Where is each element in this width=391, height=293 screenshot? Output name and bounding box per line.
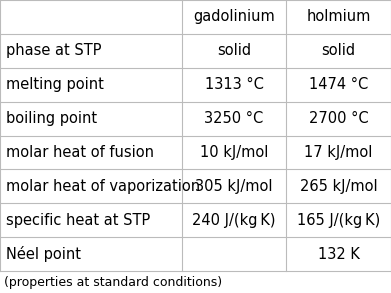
Text: 165 J/(kg K): 165 J/(kg K) [297, 213, 380, 228]
Text: 305 kJ/mol: 305 kJ/mol [195, 179, 273, 194]
Text: 2700 °C: 2700 °C [309, 111, 368, 126]
Text: holmium: holmium [307, 9, 371, 24]
Text: melting point: melting point [6, 77, 104, 92]
Text: 17 kJ/mol: 17 kJ/mol [305, 145, 373, 160]
Text: 132 K: 132 K [317, 247, 360, 262]
Text: molar heat of vaporization: molar heat of vaporization [6, 179, 200, 194]
Text: 240 J/(kg K): 240 J/(kg K) [192, 213, 276, 228]
Text: boiling point: boiling point [6, 111, 97, 126]
Text: 1474 °C: 1474 °C [309, 77, 368, 92]
Text: phase at STP: phase at STP [6, 43, 101, 58]
Text: 3250 °C: 3250 °C [204, 111, 264, 126]
Text: solid: solid [217, 43, 251, 58]
Text: 1313 °C: 1313 °C [204, 77, 264, 92]
Text: gadolinium: gadolinium [193, 9, 275, 24]
Text: Néel point: Néel point [6, 246, 81, 262]
Text: molar heat of fusion: molar heat of fusion [6, 145, 154, 160]
Text: 265 kJ/mol: 265 kJ/mol [300, 179, 377, 194]
Text: 10 kJ/mol: 10 kJ/mol [200, 145, 268, 160]
Text: (properties at standard conditions): (properties at standard conditions) [4, 275, 222, 289]
Text: specific heat at STP: specific heat at STP [6, 213, 150, 228]
Text: solid: solid [321, 43, 356, 58]
